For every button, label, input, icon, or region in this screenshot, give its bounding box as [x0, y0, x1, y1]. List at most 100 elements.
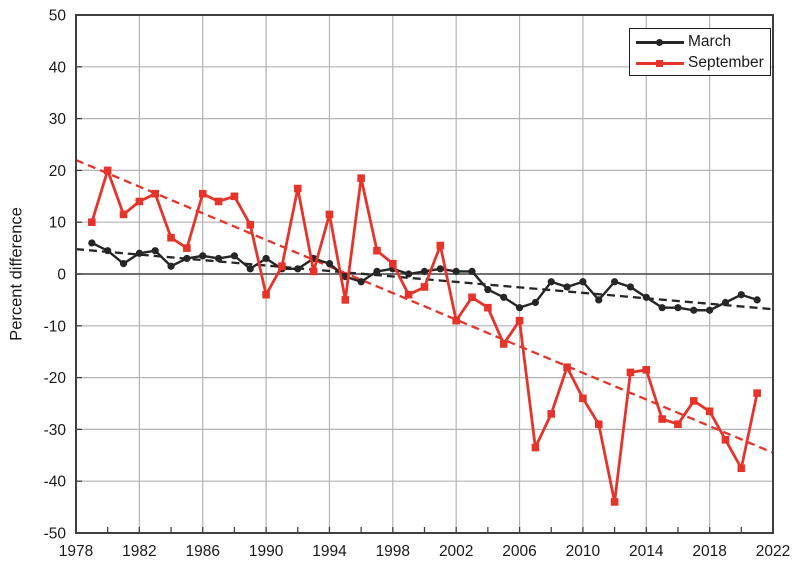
data-point-september — [404, 290, 413, 299]
y-tick-label: -20 — [44, 370, 67, 387]
data-point-september — [499, 340, 508, 348]
data-point-march — [199, 252, 207, 260]
data-point-september — [484, 303, 492, 312]
x-tick-label: 2022 — [756, 543, 790, 560]
data-point-september — [531, 443, 540, 452]
data-point-september — [325, 210, 334, 219]
data-point-march — [690, 306, 698, 314]
data-point-september — [262, 290, 270, 299]
y-tick-label: 50 — [49, 8, 67, 25]
x-tick-label: 2010 — [566, 543, 601, 560]
data-point-september — [689, 397, 698, 405]
data-point-march — [373, 267, 381, 276]
data-point-march — [452, 267, 460, 276]
data-point-march — [294, 265, 302, 273]
data-point-march — [119, 260, 128, 268]
data-point-march — [547, 278, 555, 286]
data-point-march — [183, 254, 191, 263]
square-marker-icon — [656, 59, 663, 67]
x-tick-label: 1982 — [122, 543, 156, 560]
data-point-march — [642, 293, 650, 301]
data-point-september — [658, 415, 666, 423]
data-point-march — [626, 283, 635, 291]
y-tick-label: -40 — [44, 474, 67, 491]
march-trend-line — [75, 247, 774, 311]
series-line-september — [90, 168, 759, 504]
data-point-september — [198, 189, 207, 198]
y-tick-label: -10 — [44, 318, 67, 335]
data-point-september — [389, 259, 397, 268]
y-tick-label: 20 — [49, 163, 67, 180]
y-tick-label: 10 — [49, 215, 67, 232]
data-point-march — [167, 262, 175, 270]
legend: March September — [629, 28, 771, 76]
data-point-march — [214, 254, 223, 263]
data-point-march — [721, 298, 730, 307]
data-point-september — [246, 220, 255, 229]
data-point-march — [531, 298, 539, 307]
x-tick-label: 1990 — [249, 543, 284, 560]
data-point-march — [88, 239, 96, 247]
data-point-march — [579, 278, 587, 286]
data-point-september — [103, 166, 112, 175]
data-point-march — [420, 267, 429, 276]
legend-label-march: March — [688, 32, 732, 50]
y-tick-label: -50 — [44, 526, 67, 543]
data-point-september — [183, 244, 191, 252]
circle-marker-icon — [656, 38, 663, 46]
data-point-september — [642, 366, 651, 374]
y-axis-title: Percent difference — [7, 207, 26, 341]
data-point-march — [357, 278, 365, 286]
data-point-september — [594, 420, 603, 429]
data-point-september — [167, 233, 175, 242]
data-point-march — [706, 306, 714, 314]
data-point-march — [515, 304, 524, 312]
data-point-september — [151, 189, 160, 198]
plot-frame — [75, 14, 774, 534]
data-point-september — [293, 184, 302, 193]
data-point-march — [595, 296, 603, 304]
data-point-september — [753, 389, 761, 397]
data-point-september — [373, 246, 381, 255]
data-point-march — [468, 267, 476, 276]
x-tick-label: 1998 — [376, 543, 410, 560]
legend-entry-september: September — [636, 52, 764, 73]
data-point-september — [341, 296, 350, 304]
data-point-september — [119, 210, 128, 219]
data-point-march — [500, 293, 508, 301]
data-point-september — [278, 262, 286, 271]
x-tick-label: 1978 — [59, 543, 93, 560]
x-tick-label: 2006 — [502, 543, 536, 560]
series-line-march — [90, 241, 759, 312]
x-tick-label: 2014 — [629, 543, 664, 560]
data-point-september — [230, 192, 239, 201]
data-point-september — [420, 283, 429, 291]
data-point-september — [610, 498, 619, 506]
data-point-march — [405, 270, 413, 278]
data-point-march — [563, 283, 571, 291]
data-point-march — [737, 291, 745, 299]
march-line-sample — [636, 36, 684, 48]
data-point-march — [262, 254, 270, 263]
data-point-september — [452, 316, 460, 325]
data-point-march — [135, 249, 143, 257]
data-point-march — [104, 247, 112, 255]
data-point-march — [658, 304, 666, 312]
data-point-september — [436, 241, 445, 250]
data-point-september — [721, 435, 730, 444]
data-point-september — [547, 410, 556, 418]
x-tick-label: 2018 — [692, 543, 726, 560]
data-point-march — [246, 265, 254, 273]
data-point-march — [151, 247, 159, 255]
legend-label-september: September — [688, 53, 764, 71]
data-point-march — [753, 296, 761, 304]
data-point-march — [484, 285, 492, 294]
y-tick-label: -30 — [44, 422, 67, 439]
data-point-september — [135, 197, 144, 206]
september-line-sample — [636, 57, 684, 69]
data-point-september — [88, 218, 96, 226]
data-point-september — [309, 267, 318, 276]
y-tick-label: 0 — [57, 267, 66, 284]
